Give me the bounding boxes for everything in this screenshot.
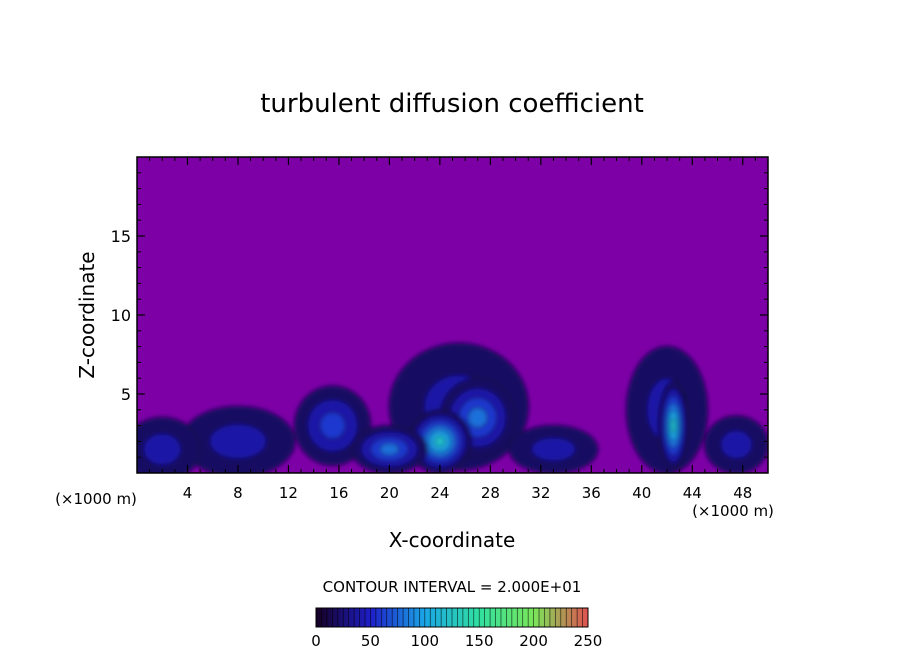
x-unit-label: (×1000 m) — [55, 490, 137, 508]
colorbar-tick-label: 50 — [361, 632, 380, 650]
field-contour-5-2 — [319, 411, 346, 440]
y-axis-label: Z-coordinate — [75, 251, 99, 378]
y-axis-ticks: 5 10 15 — [111, 172, 768, 458]
x-tick-label: 48 — [733, 484, 752, 502]
field-contour-7-1 — [142, 433, 182, 466]
colorbar-stripes — [321, 608, 583, 627]
field-contour-4-5 — [670, 417, 677, 434]
y-tick-label: 10 — [111, 306, 131, 325]
colorbar-tick-label: 250 — [574, 632, 603, 650]
x-tick-label: 28 — [481, 484, 500, 502]
x-tick-label: 12 — [279, 484, 298, 502]
x-tick-label: 4 — [183, 484, 193, 502]
x-tick-label: 32 — [531, 484, 550, 502]
y-tick-label: 5 — [121, 385, 131, 404]
diffusion-field — [137, 342, 768, 473]
field-contour-1-3 — [467, 407, 488, 429]
x-axis-label: X-coordinate — [389, 528, 516, 552]
x-tick-label: 36 — [582, 484, 601, 502]
x-tick-label: 44 — [683, 484, 702, 502]
x-axis-ticks: 4 8 12 16 20 24 28 32 36 40 44 48 — [149, 157, 756, 502]
x-tick-label: 40 — [632, 484, 651, 502]
field-contour-10-3 — [379, 442, 400, 456]
colorbar-tick-label: 100 — [410, 632, 439, 650]
x-tick-label: 16 — [329, 484, 348, 502]
colorbar-tick-label: 200 — [519, 632, 548, 650]
colorbar-tick-label: 0 — [311, 632, 321, 650]
colorbar-tick-label: 150 — [465, 632, 494, 650]
contour-interval-label: CONTOUR INTERVAL = 2.000E+01 — [323, 578, 582, 596]
z-unit-label: (×1000 m) — [692, 502, 774, 520]
x-tick-label: 20 — [380, 484, 399, 502]
field-contour-6-1 — [209, 423, 267, 460]
colorbar-ticks: 0 50 100 150 200 250 — [311, 632, 602, 650]
field-contour-2-5 — [434, 435, 446, 448]
x-tick-label: 24 — [430, 484, 449, 502]
x-tick-label: 8 — [233, 484, 243, 502]
field-contour-8-1 — [531, 437, 577, 462]
chart-title: turbulent diffusion coefficient — [260, 89, 644, 119]
field-contour-9-1 — [720, 429, 753, 460]
y-tick-label: 15 — [111, 227, 131, 246]
